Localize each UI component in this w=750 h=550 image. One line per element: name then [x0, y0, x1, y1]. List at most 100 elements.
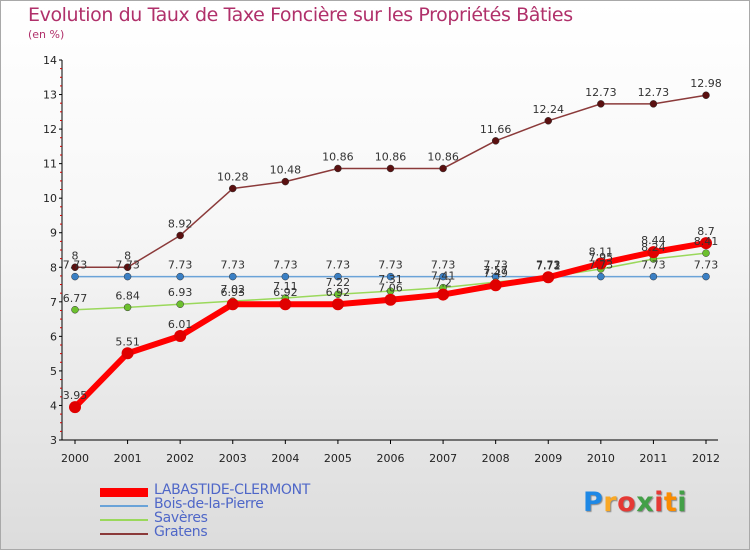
data-label: 10.28: [217, 171, 249, 184]
data-point: [123, 263, 132, 272]
data-label: 7.71: [536, 259, 561, 272]
data-label: 12.98: [690, 77, 722, 90]
data-label: 7.41: [431, 270, 456, 283]
y-tick-label: 6: [50, 330, 57, 343]
data-point: [491, 137, 500, 145]
data-point: [544, 117, 552, 125]
data-point: [176, 231, 184, 240]
x-tick-label: 2007: [429, 452, 457, 465]
data-label: 12.24: [533, 103, 565, 116]
data-label: 8.44: [641, 234, 666, 247]
data-label: 11.66: [480, 123, 512, 136]
data-point: [649, 272, 658, 281]
logo-letter: o: [617, 487, 637, 518]
chart-title: Evolution du Taux de Taxe Foncière sur l…: [28, 4, 573, 26]
y-tick-label: 4: [50, 399, 57, 412]
data-label: 7.73: [326, 259, 351, 272]
data-point: [386, 272, 395, 281]
data-point: [121, 347, 134, 360]
data-point: [384, 293, 397, 306]
proxiti-logo: Proxiti: [583, 487, 687, 518]
chart-subtitle: (en %): [28, 28, 65, 41]
legend-label: LABASTIDE-CLERMONT: [154, 482, 310, 498]
data-label: 7.73: [221, 259, 246, 272]
logo-letter: r: [603, 487, 618, 518]
logo-letter: i: [677, 487, 688, 518]
data-point: [71, 263, 79, 272]
data-label: 7.73: [168, 259, 193, 272]
data-point: [700, 237, 712, 250]
data-label: 7.73: [115, 259, 140, 272]
legend-swatch: [100, 533, 148, 535]
data-point: [594, 257, 607, 270]
x-tick-label: 2011: [639, 452, 667, 465]
data-label: 6.77: [63, 292, 88, 305]
data-label: 7.02: [221, 283, 246, 296]
y-tick-label: 3: [50, 434, 57, 447]
x-tick-label: 2001: [114, 452, 142, 465]
data-label: 7.73: [431, 259, 456, 272]
data-label: 7.73: [589, 259, 614, 272]
legend-swatch: [100, 487, 148, 497]
series-layer: [69, 91, 712, 414]
data-label: 7.11: [273, 280, 298, 293]
legend-swatch: [100, 505, 148, 507]
data-label: 12.73: [585, 86, 617, 99]
data-point: [702, 91, 710, 99]
data-label: 6.93: [168, 286, 193, 299]
data-label: 7.73: [483, 259, 508, 272]
data-label: 10.86: [427, 150, 459, 163]
data-point: [542, 271, 555, 284]
data-point: [226, 298, 239, 311]
data-label: 6.92: [273, 286, 298, 299]
data-label: 6.93: [221, 286, 246, 299]
data-point: [123, 272, 132, 281]
data-label: 3.95: [63, 389, 88, 402]
data-label: 6.01: [168, 318, 193, 331]
data-label: 8.41: [694, 235, 719, 248]
y-tick-label: 7: [50, 296, 57, 309]
series-gratens: [71, 91, 710, 272]
data-label: 6.92: [326, 286, 351, 299]
y-tick-label: 10: [43, 192, 57, 205]
logo-letter: t: [663, 487, 678, 518]
x-tick-label: 2000: [61, 452, 89, 465]
x-tick-label: 2008: [482, 452, 510, 465]
logo-letter: i: [654, 487, 664, 518]
data-point: [647, 246, 660, 259]
data-label: 10.86: [322, 150, 354, 163]
data-labels-layer: 3.95 5.51 6.01 6.93 6.92 6.92 7.06 7.2 7.49 7.71 8…: [63, 77, 722, 402]
data-label: 7.2: [434, 277, 452, 290]
data-label: 8.11: [589, 245, 614, 258]
data-label: 10.48: [270, 164, 302, 177]
data-label: 7.73: [694, 259, 719, 272]
data-label: 8: [124, 249, 131, 262]
data-point: [176, 272, 184, 281]
data-point: [71, 306, 79, 314]
data-label: 7.57: [483, 264, 508, 277]
data-label: 6.84: [115, 289, 140, 302]
data-point: [281, 272, 290, 281]
data-point: [123, 303, 132, 312]
data-point: [69, 401, 81, 414]
logo-letter: P: [583, 487, 604, 518]
data-point: [489, 279, 502, 292]
series-line: [75, 94, 707, 269]
y-tick-label: 14: [43, 54, 57, 67]
data-point: [439, 164, 447, 173]
x-tick-label: 2004: [271, 452, 299, 465]
data-point: [649, 100, 658, 108]
data-point: [279, 298, 292, 311]
data-point: [334, 272, 342, 281]
data-label: 7.22: [326, 276, 351, 289]
y-tick-label: 13: [43, 89, 57, 102]
data-point: [176, 300, 184, 308]
legend-swatch: [100, 519, 148, 521]
data-point: [437, 288, 450, 301]
data-label: 7.73: [273, 259, 298, 272]
data-point: [597, 272, 605, 281]
data-label: 5.51: [115, 335, 140, 348]
data-label: 7.73: [63, 259, 88, 272]
data-label: 8: [72, 249, 79, 262]
data-point: [334, 290, 342, 298]
